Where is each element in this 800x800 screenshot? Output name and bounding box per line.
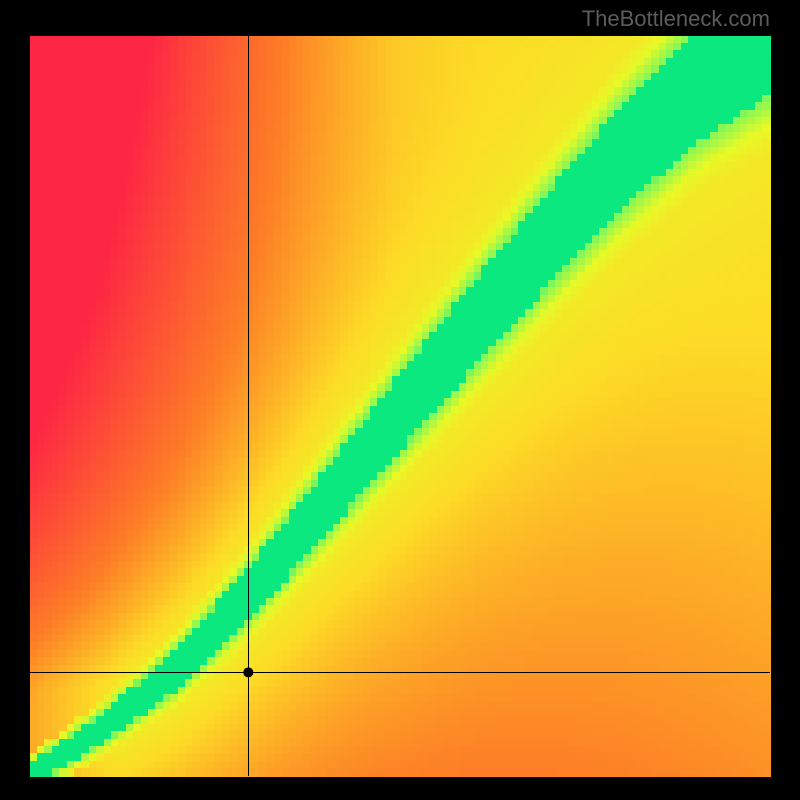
bottleneck-heatmap: [0, 0, 800, 800]
watermark-text: TheBottleneck.com: [582, 6, 770, 32]
chart-container: TheBottleneck.com: [0, 0, 800, 800]
